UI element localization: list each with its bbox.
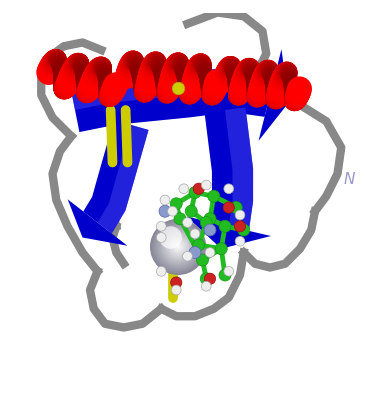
Circle shape xyxy=(154,222,203,271)
Text: N: N xyxy=(343,172,354,187)
Circle shape xyxy=(171,277,182,288)
Circle shape xyxy=(161,230,195,264)
Circle shape xyxy=(189,186,201,198)
Circle shape xyxy=(159,205,171,217)
Circle shape xyxy=(163,232,193,262)
Circle shape xyxy=(160,195,170,205)
Circle shape xyxy=(208,190,220,202)
Circle shape xyxy=(174,243,182,251)
Circle shape xyxy=(189,246,201,258)
Circle shape xyxy=(193,239,205,251)
Circle shape xyxy=(170,198,182,210)
Circle shape xyxy=(230,202,242,214)
Circle shape xyxy=(156,266,166,276)
Circle shape xyxy=(167,236,189,258)
Polygon shape xyxy=(258,49,289,141)
Circle shape xyxy=(185,205,197,217)
Circle shape xyxy=(204,273,216,284)
Circle shape xyxy=(204,213,216,225)
Circle shape xyxy=(190,229,200,239)
Polygon shape xyxy=(83,120,148,234)
Circle shape xyxy=(204,224,216,236)
Circle shape xyxy=(196,254,208,266)
Circle shape xyxy=(171,239,186,254)
Circle shape xyxy=(150,219,206,275)
Circle shape xyxy=(179,184,189,194)
Circle shape xyxy=(224,266,234,276)
Circle shape xyxy=(235,236,245,246)
Circle shape xyxy=(215,243,227,255)
Circle shape xyxy=(205,248,215,257)
Circle shape xyxy=(165,234,191,260)
Polygon shape xyxy=(70,69,276,110)
Circle shape xyxy=(234,221,246,232)
Circle shape xyxy=(200,273,212,285)
Polygon shape xyxy=(70,69,276,132)
Circle shape xyxy=(159,226,182,249)
Circle shape xyxy=(172,241,184,252)
Circle shape xyxy=(200,216,212,228)
Circle shape xyxy=(171,285,181,295)
Circle shape xyxy=(159,228,197,266)
Circle shape xyxy=(193,183,204,194)
Circle shape xyxy=(156,224,201,269)
Circle shape xyxy=(183,218,192,227)
Polygon shape xyxy=(204,108,253,231)
Circle shape xyxy=(169,238,188,256)
Circle shape xyxy=(176,245,180,249)
Circle shape xyxy=(174,213,186,225)
Circle shape xyxy=(152,221,204,273)
Circle shape xyxy=(168,206,177,216)
Circle shape xyxy=(238,224,250,236)
Circle shape xyxy=(156,221,166,231)
Circle shape xyxy=(235,210,245,220)
Circle shape xyxy=(183,251,192,261)
Circle shape xyxy=(223,202,234,213)
Circle shape xyxy=(201,180,211,190)
Circle shape xyxy=(219,269,231,281)
Polygon shape xyxy=(186,216,271,249)
Circle shape xyxy=(224,184,234,194)
Circle shape xyxy=(158,226,199,268)
Polygon shape xyxy=(225,108,253,231)
Circle shape xyxy=(201,281,211,291)
Circle shape xyxy=(219,220,231,232)
Polygon shape xyxy=(98,125,148,234)
Circle shape xyxy=(156,233,166,242)
Polygon shape xyxy=(68,199,128,246)
